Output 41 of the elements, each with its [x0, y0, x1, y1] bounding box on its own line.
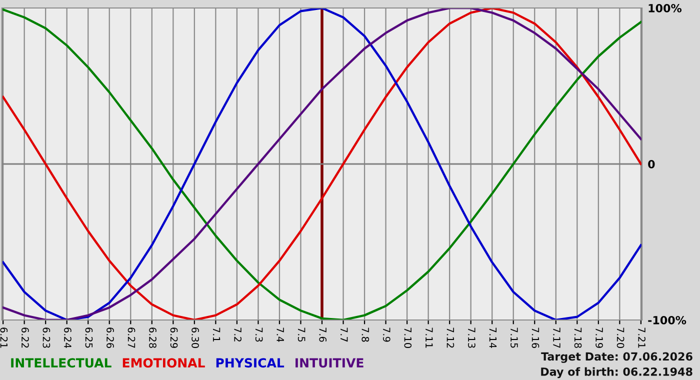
y-tick-label: 100%: [648, 4, 682, 12]
x-tick-label: 7.9: [382, 328, 390, 342]
x-tick-label: 7.21: [638, 328, 646, 348]
text: INTELLECTUAL: [11, 358, 112, 368]
x-tick-label: 7.20: [616, 328, 624, 348]
x-tick-label: 7.13: [468, 328, 476, 348]
x-tick-label: 6.25: [85, 328, 93, 348]
x-tick-label: 7.16: [532, 328, 540, 348]
x-tick-label: 7.14: [489, 328, 497, 348]
x-tick-label: 7.10: [404, 328, 412, 348]
x-tick-label: 7.3: [255, 328, 263, 342]
x-tick-label: 6.27: [128, 328, 136, 348]
y-tick-label: 0: [648, 160, 655, 168]
x-tick-label: 7.18: [574, 328, 582, 348]
x-tick-label: 7.4: [276, 328, 284, 342]
x-tick-label: 6.28: [149, 328, 156, 348]
x-tick-label: 7.19: [596, 328, 603, 348]
x-tick-label: 6.21: [0, 328, 8, 348]
text: Day of birth: 06.22.1948: [541, 367, 692, 378]
line-series: [2, 8, 642, 320]
x-tick-label: 6.26: [106, 328, 114, 348]
x-tick-label: 6.24: [64, 328, 72, 348]
y-tick-label: -100%: [648, 316, 686, 324]
text: EMOTIONAL: [122, 358, 205, 368]
x-tick-label: 7.7: [340, 328, 348, 342]
x-tick-label: 6.23: [42, 328, 50, 348]
text: INTUITIVE: [296, 358, 364, 368]
text: Target Date: 07.06.2026: [541, 352, 692, 363]
x-tick-label: 6.29: [170, 328, 178, 348]
x-tick-label: 7.5: [298, 328, 306, 342]
x-tick-label: 7.15: [510, 328, 518, 348]
x-tick-label: 7.1: [213, 328, 220, 342]
x-tick-label: 7.6: [319, 328, 327, 342]
x-tick-label: 6.30: [192, 328, 199, 348]
x-tick-label: 6.22: [22, 328, 29, 348]
x-tick-label: 7.2: [234, 328, 242, 342]
x-tick-label: 7.17: [553, 328, 560, 348]
text: PHYSICAL: [216, 358, 284, 368]
x-tick-label: 7.12: [446, 328, 454, 348]
x-tick-label: 7.8: [362, 328, 370, 342]
x-tick-label: 7.11: [426, 328, 433, 348]
